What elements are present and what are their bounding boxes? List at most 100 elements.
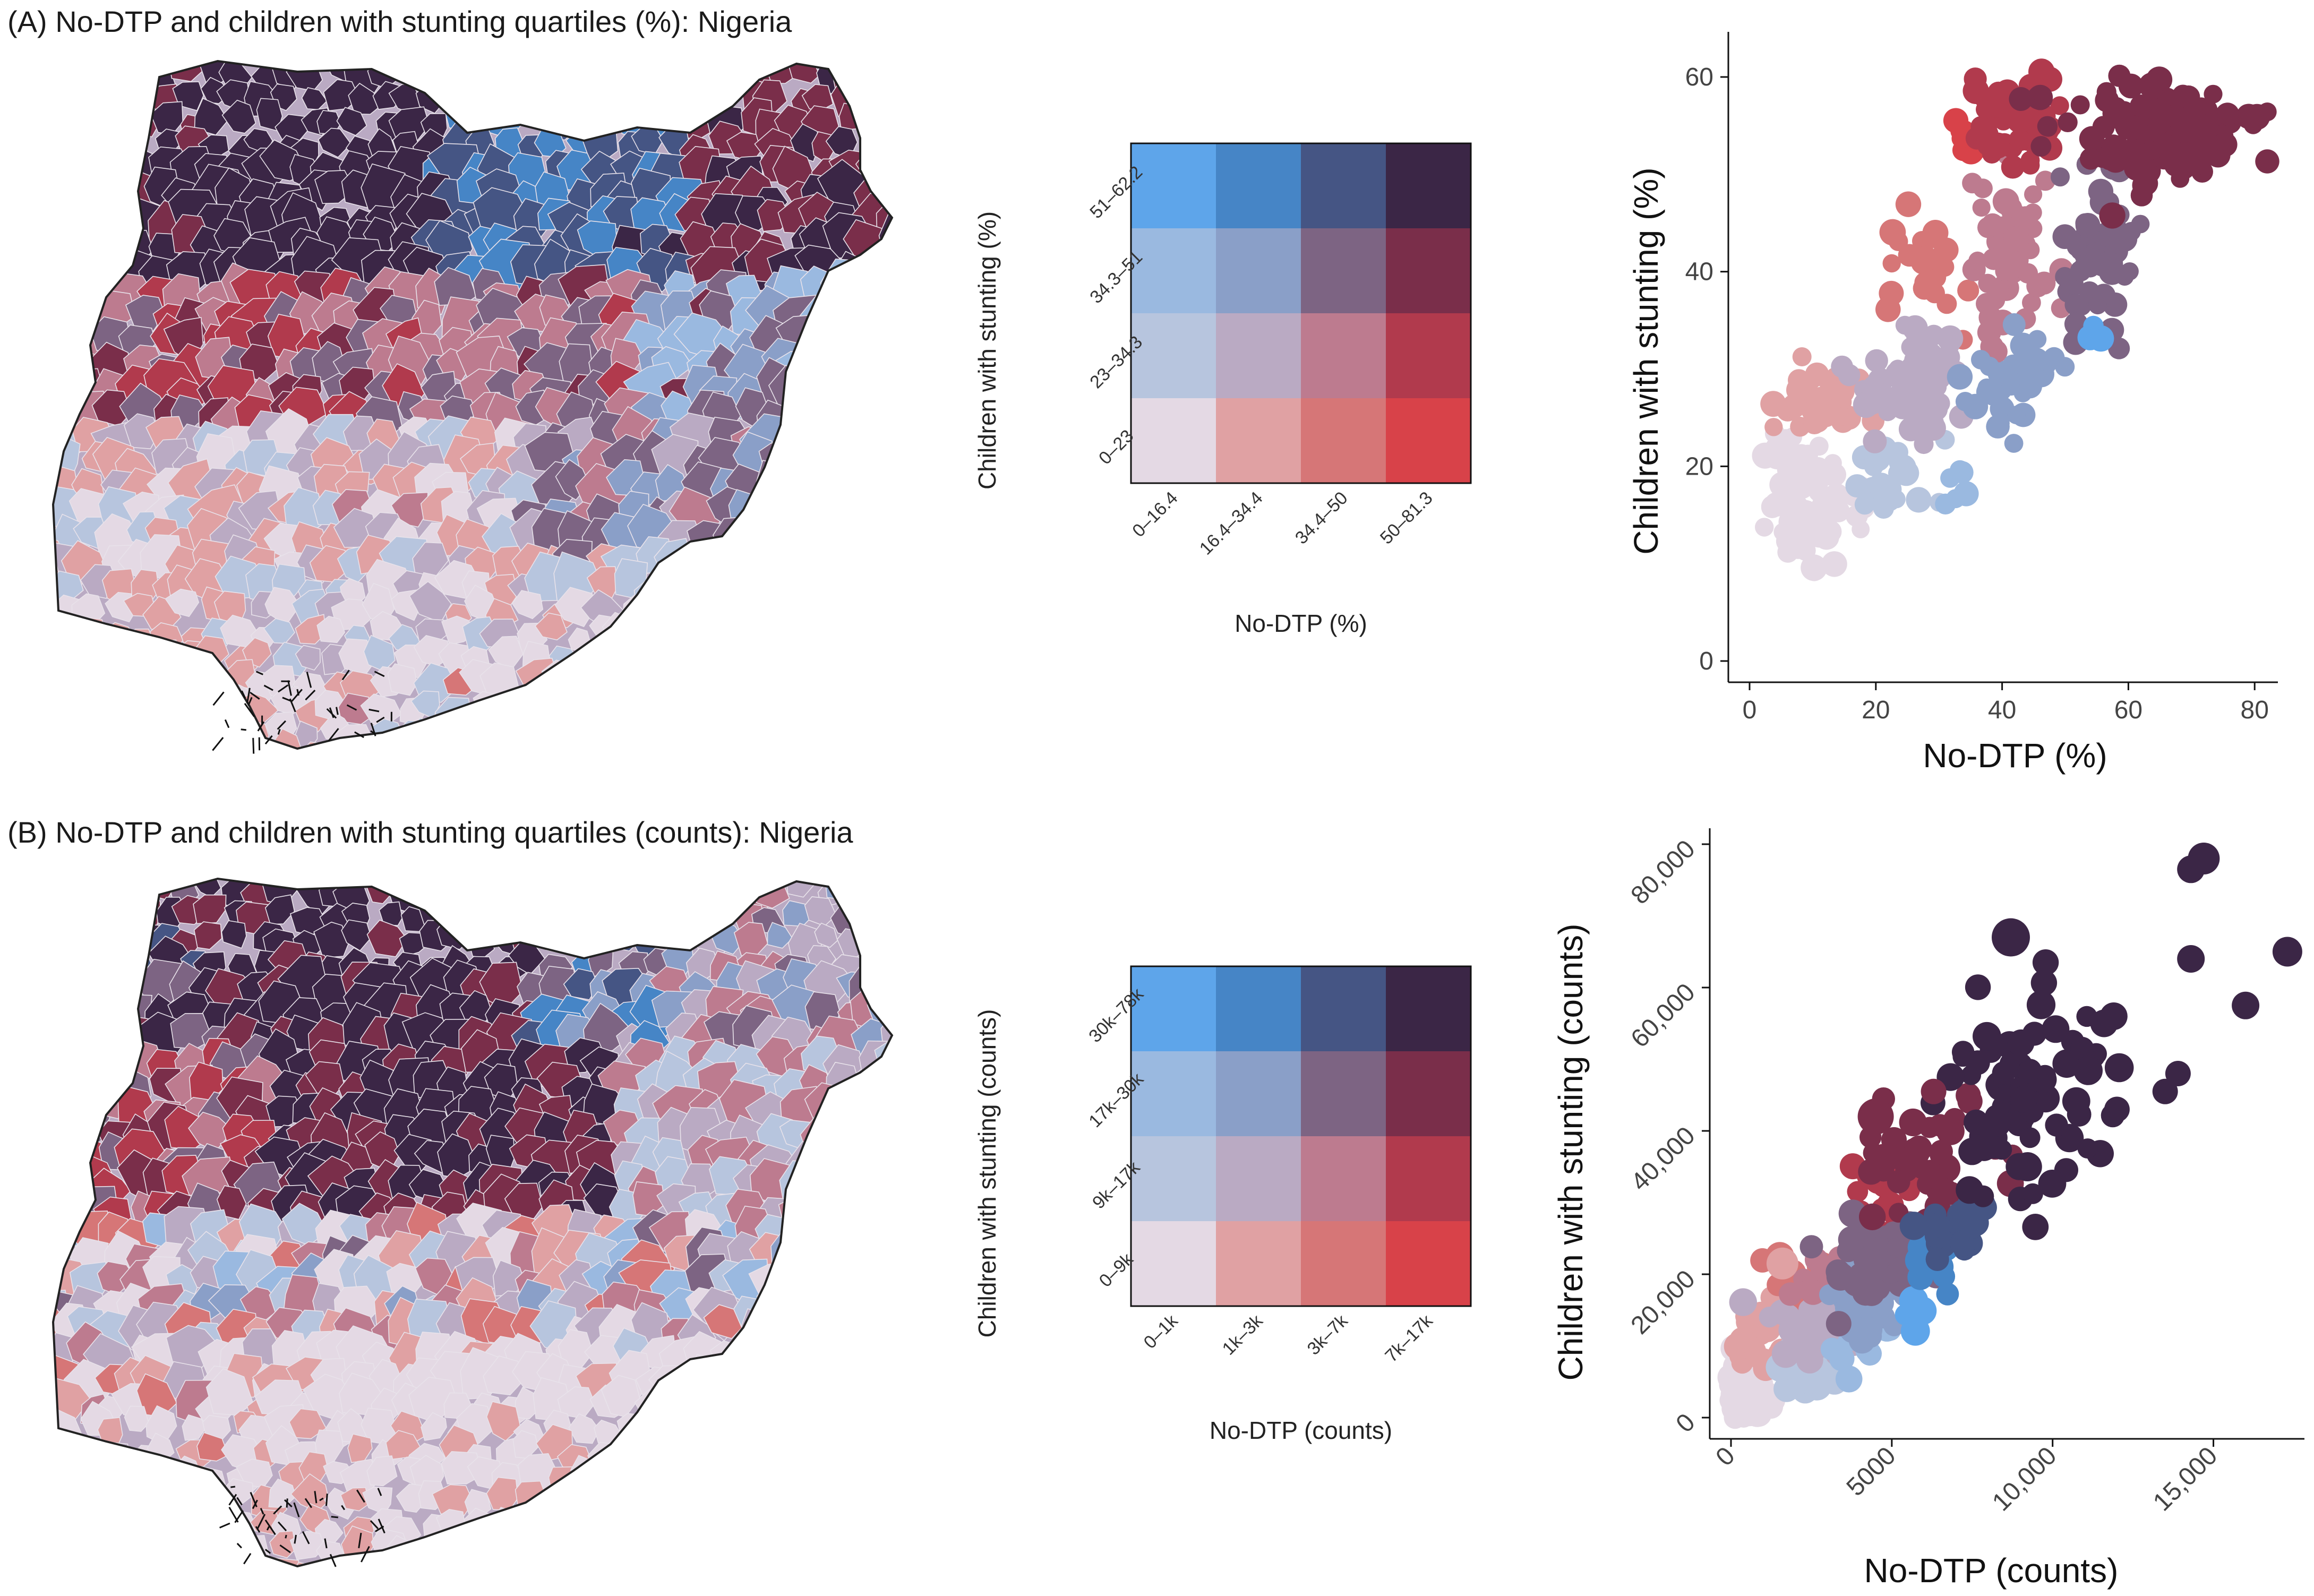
map-region	[512, 744, 545, 749]
map-region	[200, 1531, 231, 1564]
map-region	[97, 109, 128, 134]
map-region	[553, 1508, 592, 1539]
map-region	[854, 1352, 892, 1401]
map-region	[486, 879, 514, 906]
map-region	[467, 1558, 501, 1566]
scatter-point	[1826, 1311, 1852, 1337]
map-region	[53, 1157, 73, 1209]
map-region	[53, 421, 61, 461]
map-region	[58, 1532, 86, 1560]
map-region	[781, 1524, 818, 1558]
scatter-point	[1915, 388, 1939, 412]
scatter-point	[2165, 1061, 2191, 1086]
map-region	[666, 1558, 694, 1566]
map-region	[103, 879, 136, 884]
map-region	[102, 896, 139, 934]
scatter-point	[1962, 1217, 1984, 1239]
scatter-point	[1760, 391, 1786, 417]
y-tick-label: 60	[1685, 63, 1713, 91]
scatter-point	[1992, 918, 2030, 957]
map-region	[106, 1515, 134, 1542]
map-region	[511, 590, 544, 620]
map-region	[852, 565, 885, 603]
map-region	[505, 718, 539, 749]
map-region	[740, 650, 774, 677]
map-region	[53, 1466, 92, 1497]
map-region	[465, 717, 503, 749]
map-region	[458, 893, 496, 925]
map-region	[822, 1154, 863, 1194]
map-region	[803, 443, 850, 490]
map-region	[512, 1537, 547, 1566]
map-region	[870, 1186, 892, 1224]
map-region	[569, 848, 596, 877]
map-region	[53, 597, 60, 630]
map-region	[368, 61, 392, 63]
map-region	[470, 61, 505, 66]
scatter-point	[1900, 1316, 1930, 1346]
delta-line	[256, 1514, 266, 1530]
map-region	[264, 894, 295, 925]
map-region	[846, 1412, 889, 1450]
map-region	[702, 1557, 739, 1566]
map-region	[76, 948, 110, 988]
map-region	[800, 1265, 840, 1302]
x-tick-label: 10,000	[1987, 1441, 2062, 1516]
map-region	[708, 1359, 746, 1394]
map-region	[80, 1028, 118, 1059]
scatter-point	[1899, 1108, 1927, 1137]
map-region	[758, 1307, 796, 1341]
map-region	[813, 1534, 842, 1565]
scatter-point	[1863, 375, 1884, 397]
map-region	[202, 1505, 228, 1537]
map-region	[661, 892, 698, 926]
map-region	[200, 1564, 230, 1566]
map-region	[739, 733, 773, 749]
scatter-point	[2118, 73, 2144, 99]
map-region	[182, 1414, 207, 1441]
map-region	[596, 903, 624, 933]
map-region	[616, 879, 648, 906]
scatter-point	[1798, 1278, 1822, 1302]
map-region	[800, 518, 842, 557]
map-region	[870, 295, 892, 338]
map-region	[836, 1437, 867, 1474]
scatter-point	[1838, 1226, 1865, 1254]
scatter-point	[1970, 116, 1992, 138]
map-region	[861, 1197, 892, 1235]
map-region	[833, 493, 869, 528]
map-region	[778, 1444, 808, 1475]
scatter-point	[2007, 406, 2026, 425]
map-region	[165, 715, 198, 744]
map-region	[409, 61, 442, 75]
map-region	[775, 879, 815, 884]
map-region	[101, 61, 130, 62]
scatter-point	[2092, 116, 2115, 139]
map-region	[518, 879, 550, 885]
map-region	[706, 1535, 740, 1566]
map-region	[837, 371, 876, 417]
map-region	[860, 102, 892, 135]
map-region	[554, 587, 596, 628]
map-region	[783, 591, 809, 616]
map-region	[616, 879, 643, 890]
map-region	[878, 723, 892, 749]
map-region	[53, 879, 58, 905]
scatter-point	[2028, 58, 2055, 85]
map-region	[872, 538, 892, 579]
scatter-point	[1947, 364, 1973, 390]
map-region	[379, 901, 403, 926]
map-region	[53, 128, 83, 162]
map-region	[816, 505, 867, 556]
map-region	[666, 73, 698, 106]
scatter-point	[1788, 536, 1809, 556]
map-region	[151, 61, 181, 65]
map-region	[777, 491, 813, 524]
x-tick-label: 15,000	[2148, 1441, 2223, 1516]
scatter-point	[1973, 1022, 2001, 1051]
map-region	[541, 61, 577, 63]
scatter-point	[2213, 132, 2238, 157]
map-region	[782, 538, 832, 587]
map-region	[450, 61, 478, 64]
scatter-point	[2051, 167, 2070, 187]
